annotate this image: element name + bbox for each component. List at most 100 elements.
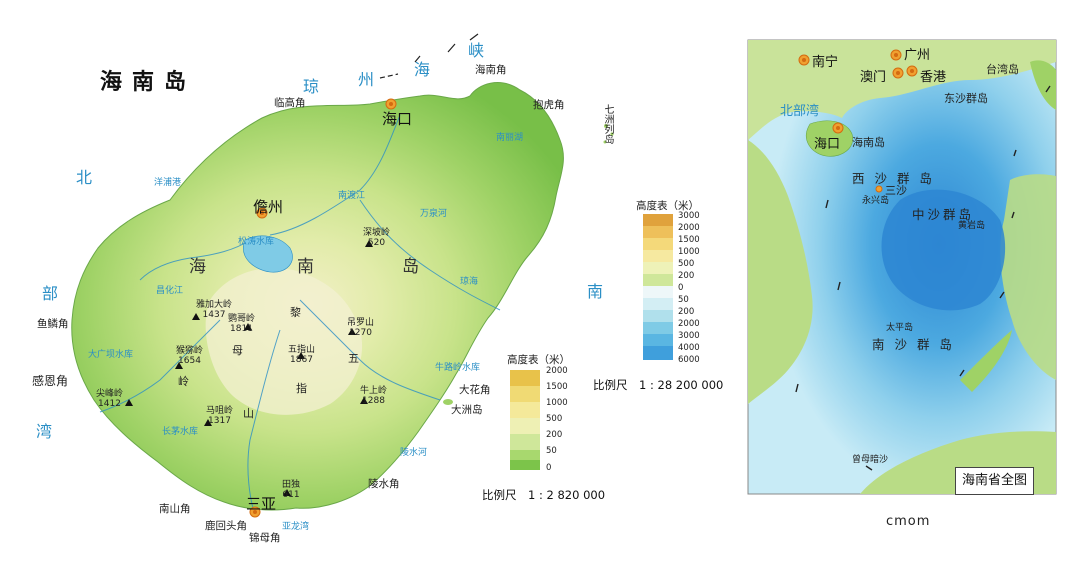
inset-macau-label: 澳门 [860,70,887,85]
inset-guangzhou-label: 广州 [904,48,931,63]
inset-legend-title: 高度表（米） [636,200,699,212]
river-label-qionghai: 琼海 [460,277,479,287]
inset-taiping-label: 太平岛 [886,323,914,333]
inset-legend-val-11: 4000 [678,343,700,353]
peak-yajiada: 雅加大岭 1437 [196,300,233,320]
inset-taiwan-label: 台湾岛 [986,63,1019,76]
dazhou-island-shape [443,399,453,405]
strait-char-1: 琼 [303,77,320,96]
limu-char-2: 母 [232,344,243,357]
river-label-changmao: 长茅水库 [162,427,199,437]
inset-legend-val-0: 3000 [678,211,700,221]
river-label-nanli: 南丽湖 [496,133,524,143]
cape-yulin: 鱼鳞角 [37,318,69,330]
river-label-songtao: 松涛水库 [238,237,275,247]
inset-legend-val-6: 0 [678,283,684,293]
qizhou-islands-label: 七洲列岛 [602,104,613,144]
river-label-niulu: 牛路岭水库 [435,363,481,373]
peak-markers [125,240,373,496]
inset-legend-val-1: 2000 [678,223,700,233]
inset-nansha-label: 南 沙 群 岛 [872,337,955,352]
island-char-3: 岛 [402,257,421,277]
limu-char-1: 黎 [290,306,301,319]
inset-legend-val-8: 200 [678,307,695,317]
main-scale: 比例尺 1 : 2 820 000 [482,488,606,502]
peak-maju: 马咀岭 1317 [206,406,234,426]
inset-legend-val-7: 50 [678,295,689,305]
river-label-yalong: 亚龙湾 [282,522,310,532]
inset-title-box: 海南省全图 [955,467,1034,495]
inset-dongsha-label: 东沙群岛 [944,92,988,105]
central-highlands [205,267,363,415]
cape-linggao: 临高角 [274,97,306,109]
river-label-nandu: 南渡江 [338,191,366,201]
peak-shenpo: 深坡岭 520 [363,228,391,248]
cape-dazhou: 大洲岛 [451,404,483,416]
beibu-char-3: 湾 [36,422,53,441]
beibu-char-1: 北 [76,168,93,187]
inset-legend-val-3: 1000 [678,247,700,257]
inset-nanning-label: 南宁 [812,55,839,70]
cape-haikou: 海南角 [475,64,507,76]
peak-wuzhi: 五指山 1867 [288,345,316,365]
cape-jinmu: 锦母角 [249,532,281,544]
inset-legend-val-4: 500 [678,259,695,269]
strait-char-2: 州 [358,70,375,89]
island-char-1: 海 [189,257,208,277]
inset-sansha-label: 三沙 [885,184,907,197]
haikou-label: 海口 [382,110,413,128]
strait-char-4: 峡 [468,41,485,60]
songtao-reservoir [243,235,293,273]
inset-legend-val-10: 3000 [678,331,700,341]
main-legend-val-0: 2000 [546,366,568,376]
cape-ganen: 感恩角 [32,374,69,388]
island-char-2: 南 [297,257,316,277]
main-legend-val-4: 200 [546,430,563,440]
inset-hainan-label: 海南岛 [852,136,885,149]
river-label-yangpu: 洋浦港 [154,178,182,188]
peak-houmi: 猴猕岭 1654 [176,346,204,366]
nanhai-char: 南 [587,282,604,301]
danzhou-label: 儋州 [253,198,284,216]
cape-lingshui: 陵水角 [368,478,400,490]
inset-legend-val-5: 200 [678,271,695,281]
city-markers-main [249,98,397,518]
inset-legend-val-2: 1500 [678,235,700,245]
peak-jianfeng: 尖峰岭 1412 [96,389,124,409]
river-label-lingshui: 陵水河 [400,448,428,458]
wuzhi-char-3: 山 [243,407,254,420]
main-legend-val-3: 500 [546,414,563,424]
inset-haikou-label: 海口 [814,137,841,152]
main-elevation-legend [510,370,540,470]
qizhou-islands [603,124,614,144]
river-network [99,114,501,516]
maritime-boundary [379,33,479,79]
cape-nanshan: 南山角 [159,503,191,515]
inset-legend-val-12: 6000 [678,355,700,365]
main-legend-title: 高度表（米） [507,354,570,366]
cape-luhuitou: 鹿回头角 [205,520,247,532]
inset-xisha-label: 西 沙 群 岛 [852,171,935,186]
inset-huangyan-label: 黄岩岛 [958,221,986,231]
map-title: 海南岛 [100,70,197,95]
south-china-sea-inset [747,39,1057,495]
cape-baohu: 抱虎角 [533,99,565,111]
sanya-label: 三亚 [246,495,277,513]
strait-char-3: 海 [414,60,431,79]
inset-legend-val-9: 2000 [678,319,700,329]
wuzhi-char-1: 五 [348,352,359,365]
inset-scale: 比例尺 1 : 28 200 000 [593,378,724,392]
peak-yingge: 鹦哥岭 1811 [228,314,256,334]
main-legend-val-1: 1500 [546,382,568,392]
main-legend-val-5: 50 [546,446,557,456]
peak-tiandu: 田独 611 [282,480,301,500]
inset-zengmu-label: 曾母暗沙 [852,455,889,465]
peak-niushang: 牛上岭 1288 [360,386,388,406]
limu-char-3: 岭 [178,375,189,388]
river-label-daguangba: 大广坝水库 [88,350,134,360]
inset-zhongsha-label: 中沙群岛 [912,207,975,222]
river-label-changhua: 昌化江 [156,286,184,296]
beibu-char-2: 部 [42,284,59,303]
cape-dahua: 大花角 [459,384,491,396]
